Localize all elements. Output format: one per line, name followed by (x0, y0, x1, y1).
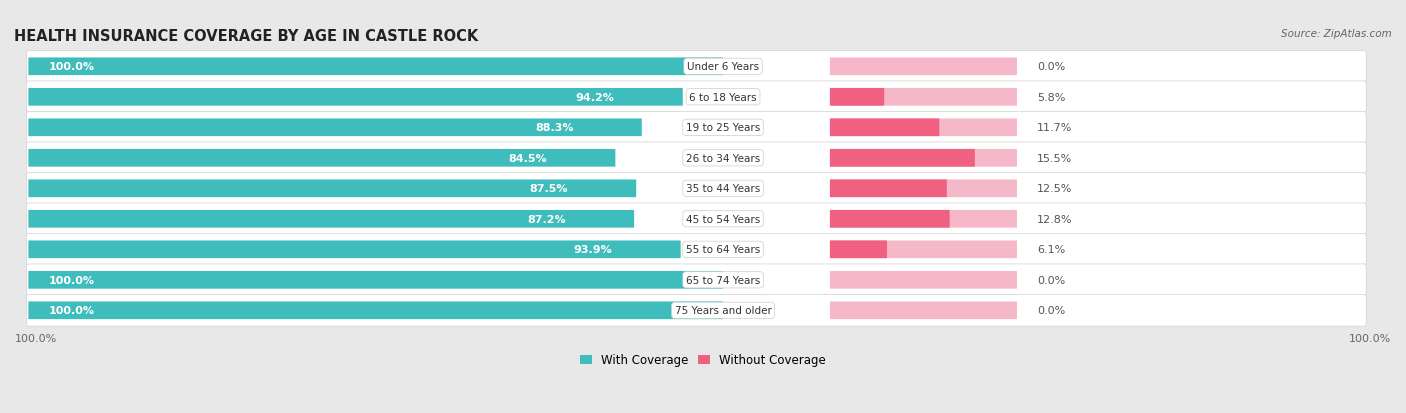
Text: 6 to 18 Years: 6 to 18 Years (689, 93, 756, 102)
FancyBboxPatch shape (27, 112, 1367, 144)
Text: 12.5%: 12.5% (1038, 184, 1073, 194)
Text: 0.0%: 0.0% (1038, 306, 1066, 316)
Text: Under 6 Years: Under 6 Years (688, 62, 759, 72)
FancyBboxPatch shape (27, 82, 1367, 114)
FancyBboxPatch shape (27, 295, 1367, 326)
Text: 12.8%: 12.8% (1038, 214, 1073, 224)
FancyBboxPatch shape (830, 119, 939, 137)
FancyBboxPatch shape (830, 241, 887, 259)
Text: 87.5%: 87.5% (529, 184, 568, 194)
Text: 88.3%: 88.3% (534, 123, 574, 133)
FancyBboxPatch shape (830, 58, 1017, 76)
FancyBboxPatch shape (28, 119, 641, 137)
Text: 35 to 44 Years: 35 to 44 Years (686, 184, 761, 194)
FancyBboxPatch shape (28, 180, 636, 198)
FancyBboxPatch shape (830, 211, 949, 228)
FancyBboxPatch shape (830, 241, 1017, 259)
FancyBboxPatch shape (830, 150, 974, 167)
FancyBboxPatch shape (830, 271, 1017, 289)
Text: 87.2%: 87.2% (527, 214, 565, 224)
FancyBboxPatch shape (27, 204, 1367, 235)
FancyBboxPatch shape (830, 89, 1017, 107)
FancyBboxPatch shape (28, 89, 683, 107)
Text: 45 to 54 Years: 45 to 54 Years (686, 214, 761, 224)
Text: 5.8%: 5.8% (1038, 93, 1066, 102)
Text: 100.0%: 100.0% (1348, 333, 1391, 343)
Text: 100.0%: 100.0% (48, 275, 94, 285)
Text: 65 to 74 Years: 65 to 74 Years (686, 275, 761, 285)
Text: 75 Years and older: 75 Years and older (675, 306, 772, 316)
Text: 100.0%: 100.0% (48, 306, 94, 316)
FancyBboxPatch shape (27, 264, 1367, 296)
FancyBboxPatch shape (28, 211, 634, 228)
FancyBboxPatch shape (830, 302, 1017, 319)
FancyBboxPatch shape (28, 241, 681, 259)
Text: 84.5%: 84.5% (509, 153, 547, 164)
Text: 94.2%: 94.2% (576, 93, 614, 102)
Text: 100.0%: 100.0% (15, 333, 58, 343)
FancyBboxPatch shape (27, 173, 1367, 205)
Text: 11.7%: 11.7% (1038, 123, 1073, 133)
FancyBboxPatch shape (28, 58, 723, 76)
Text: 93.9%: 93.9% (574, 245, 613, 255)
FancyBboxPatch shape (27, 234, 1367, 266)
FancyBboxPatch shape (28, 302, 723, 319)
Text: 6.1%: 6.1% (1038, 245, 1066, 255)
Legend: With Coverage, Without Coverage: With Coverage, Without Coverage (575, 349, 831, 371)
Text: 100.0%: 100.0% (48, 62, 94, 72)
FancyBboxPatch shape (28, 271, 723, 289)
Text: HEALTH INSURANCE COVERAGE BY AGE IN CASTLE ROCK: HEALTH INSURANCE COVERAGE BY AGE IN CAST… (14, 29, 478, 44)
Text: 55 to 64 Years: 55 to 64 Years (686, 245, 761, 255)
Text: 0.0%: 0.0% (1038, 275, 1066, 285)
FancyBboxPatch shape (830, 119, 1017, 137)
Text: 26 to 34 Years: 26 to 34 Years (686, 153, 761, 164)
FancyBboxPatch shape (27, 51, 1367, 83)
Text: 19 to 25 Years: 19 to 25 Years (686, 123, 761, 133)
FancyBboxPatch shape (830, 150, 1017, 167)
FancyBboxPatch shape (28, 150, 616, 167)
FancyBboxPatch shape (830, 89, 884, 107)
FancyBboxPatch shape (830, 180, 946, 198)
Text: Source: ZipAtlas.com: Source: ZipAtlas.com (1281, 29, 1392, 39)
FancyBboxPatch shape (830, 211, 1017, 228)
FancyBboxPatch shape (27, 142, 1367, 174)
Text: 15.5%: 15.5% (1038, 153, 1073, 164)
FancyBboxPatch shape (830, 180, 1017, 198)
Text: 0.0%: 0.0% (1038, 62, 1066, 72)
